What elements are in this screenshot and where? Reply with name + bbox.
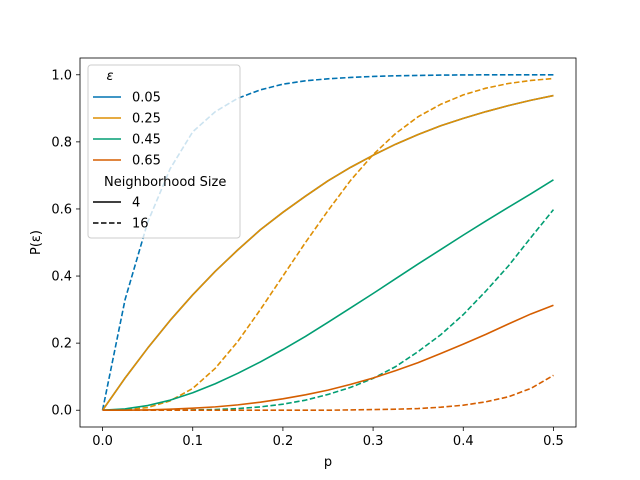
legend-label: 0.65 [132, 154, 161, 169]
y-axis-ticks: 0.0 0.2 0.4 0.6 0.8 1.0 [51, 68, 80, 419]
y-axis-label: P(ε) [29, 230, 44, 255]
x-tick-label: 0.3 [363, 434, 384, 449]
legend-label: 0.25 [132, 112, 161, 127]
y-tick-label: 0.0 [51, 404, 72, 419]
series-line-eps-025-size-16 [102, 77, 554, 412]
x-tick-label: 0.2 [273, 434, 294, 449]
legend-title-epsilon: ε [106, 69, 113, 84]
legend-label: 4 [132, 196, 140, 211]
series-lines [101, 73, 555, 412]
y-tick-label: 0.6 [51, 202, 72, 217]
series-line-eps-065-size-4 [102, 304, 554, 412]
y-tick-label: 0.2 [51, 337, 72, 352]
x-axis-label: p [324, 455, 332, 470]
series-line-eps-065-size-16 [102, 374, 554, 412]
series-line-eps-025-size-4 [101, 94, 554, 411]
legend-label: 16 [132, 217, 149, 232]
legend-label: 0.05 [132, 91, 161, 106]
series-line-eps-045-size-4 [102, 179, 554, 412]
axes-frame [79, 57, 577, 428]
y-tick-label: 0.8 [51, 135, 72, 150]
legend-title-neighborhood-size: Neighborhood Size [104, 175, 226, 190]
legend: ε 0.05 0.25 0.45 0.65 Neighborhood Size 4 16 [87, 64, 241, 239]
x-tick-label: 0.4 [453, 434, 474, 449]
y-tick-label: 0.4 [51, 270, 72, 285]
x-tick-label: 0.1 [182, 434, 203, 449]
legend-box [87, 64, 241, 239]
y-tick-label: 1.0 [51, 68, 72, 83]
legend-label: 0.45 [132, 133, 161, 148]
x-tick-label: 0.0 [92, 434, 113, 449]
x-axis-ticks: 0.0 0.1 0.2 0.3 0.4 0.5 [92, 427, 564, 449]
x-tick-label: 0.5 [543, 434, 564, 449]
